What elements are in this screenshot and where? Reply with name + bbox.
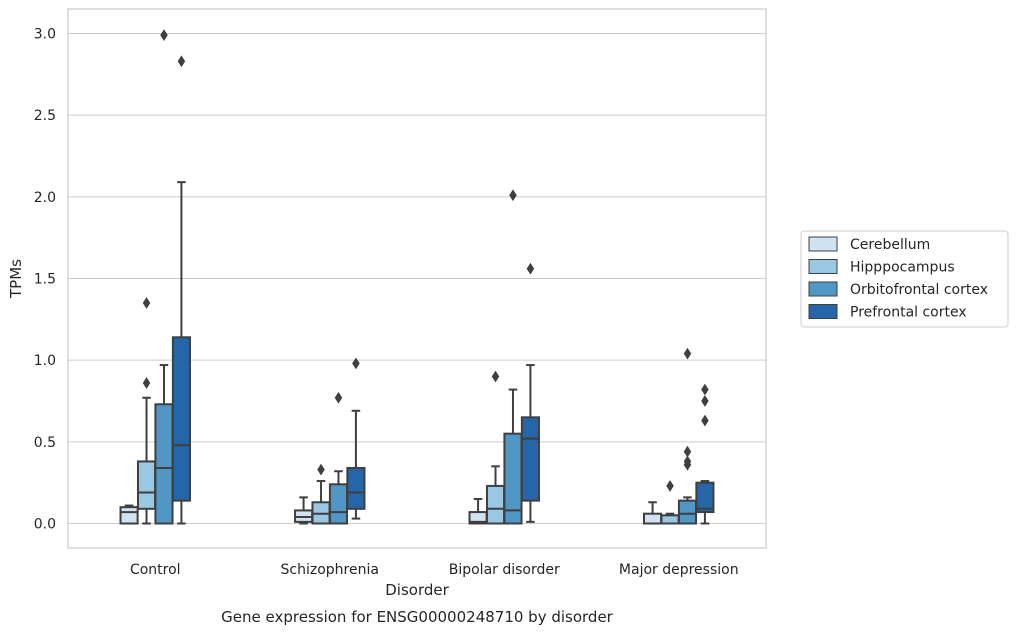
box-group bbox=[119, 504, 139, 525]
legend: Cerebellum Hipppocampus Orbitofrontal cort… bbox=[800, 230, 1009, 328]
outlier-point bbox=[701, 414, 709, 427]
outlier-point bbox=[683, 445, 692, 458]
y-axis-ticks: 0.0 0.5 1.0 1.5 2.0 2.5 3.0 bbox=[34, 27, 56, 533]
box bbox=[328, 483, 349, 525]
box bbox=[677, 499, 698, 525]
box bbox=[520, 416, 540, 502]
y-axis-label: TPMs bbox=[7, 259, 25, 299]
plot-frame bbox=[67, 8, 767, 549]
x-axis-ticks: Control Schizophrenia Bipolar disorder Majo… bbox=[130, 562, 739, 578]
outlier-point bbox=[491, 370, 500, 383]
x-tick-label: Control bbox=[130, 562, 181, 578]
box-group bbox=[643, 501, 663, 525]
box bbox=[660, 514, 680, 525]
box bbox=[136, 460, 157, 510]
box-group bbox=[154, 29, 174, 525]
box-group bbox=[136, 297, 157, 525]
outlier-point bbox=[701, 383, 709, 396]
box bbox=[485, 484, 506, 525]
box-group bbox=[294, 496, 314, 525]
outlier-point bbox=[683, 455, 692, 468]
legend-label: Hipppocampus bbox=[850, 260, 955, 276]
y-tick-label: 1.5 bbox=[34, 272, 56, 288]
box-group bbox=[503, 189, 523, 525]
outlier-point bbox=[526, 262, 535, 275]
box-group bbox=[346, 357, 366, 520]
outlier-point bbox=[177, 55, 186, 68]
outlier-point bbox=[142, 377, 151, 389]
y-tick-label: 2.5 bbox=[34, 108, 56, 124]
box-group bbox=[520, 262, 540, 523]
x-tick-label: Major depression bbox=[619, 562, 739, 578]
box-group bbox=[328, 391, 349, 525]
legend-swatch bbox=[808, 236, 838, 252]
legend-frame bbox=[800, 230, 1009, 328]
box-group bbox=[677, 347, 698, 525]
chart-title: Gene expression for ENSG00000248710 by d… bbox=[221, 608, 614, 626]
box bbox=[643, 512, 663, 525]
box-group bbox=[468, 498, 488, 525]
box-group bbox=[695, 383, 715, 525]
outlier-point bbox=[352, 357, 360, 370]
x-axis-label: Disorder bbox=[385, 581, 449, 599]
legend-label: Prefrontal cortex bbox=[850, 305, 967, 321]
box-plot-marks bbox=[119, 29, 715, 525]
x-tick-label: Schizophrenia bbox=[281, 562, 379, 578]
box-group bbox=[660, 479, 680, 525]
y-tick-label: 0.0 bbox=[34, 517, 56, 533]
box bbox=[119, 506, 139, 525]
box-group bbox=[171, 55, 191, 525]
box bbox=[171, 336, 191, 502]
y-tick-label: 0.5 bbox=[34, 435, 56, 451]
legend-swatch bbox=[808, 259, 838, 274]
box-group bbox=[485, 370, 506, 525]
y-tick-label: 2.0 bbox=[34, 190, 56, 206]
outlier-point bbox=[509, 189, 517, 202]
outlier-point bbox=[142, 297, 151, 309]
y-tick-label: 3.0 bbox=[34, 27, 56, 43]
y-tick-label: 1.0 bbox=[34, 353, 56, 369]
x-tick-label: Bipolar disorder bbox=[449, 562, 560, 578]
legend-swatch bbox=[808, 281, 838, 297]
box bbox=[154, 403, 174, 525]
legend-swatch bbox=[808, 304, 838, 319]
box bbox=[346, 466, 366, 510]
box bbox=[695, 481, 715, 514]
outlier-point bbox=[334, 391, 343, 404]
outlier-point bbox=[317, 463, 325, 476]
outlier-point bbox=[683, 347, 692, 360]
outlier-point bbox=[160, 29, 168, 42]
box-group bbox=[311, 463, 331, 525]
legend-label: Cerebellum bbox=[850, 237, 930, 253]
outlier-point bbox=[666, 479, 674, 492]
outlier-point bbox=[701, 395, 709, 407]
legend-label: Orbitofrontal cortex bbox=[850, 282, 988, 298]
